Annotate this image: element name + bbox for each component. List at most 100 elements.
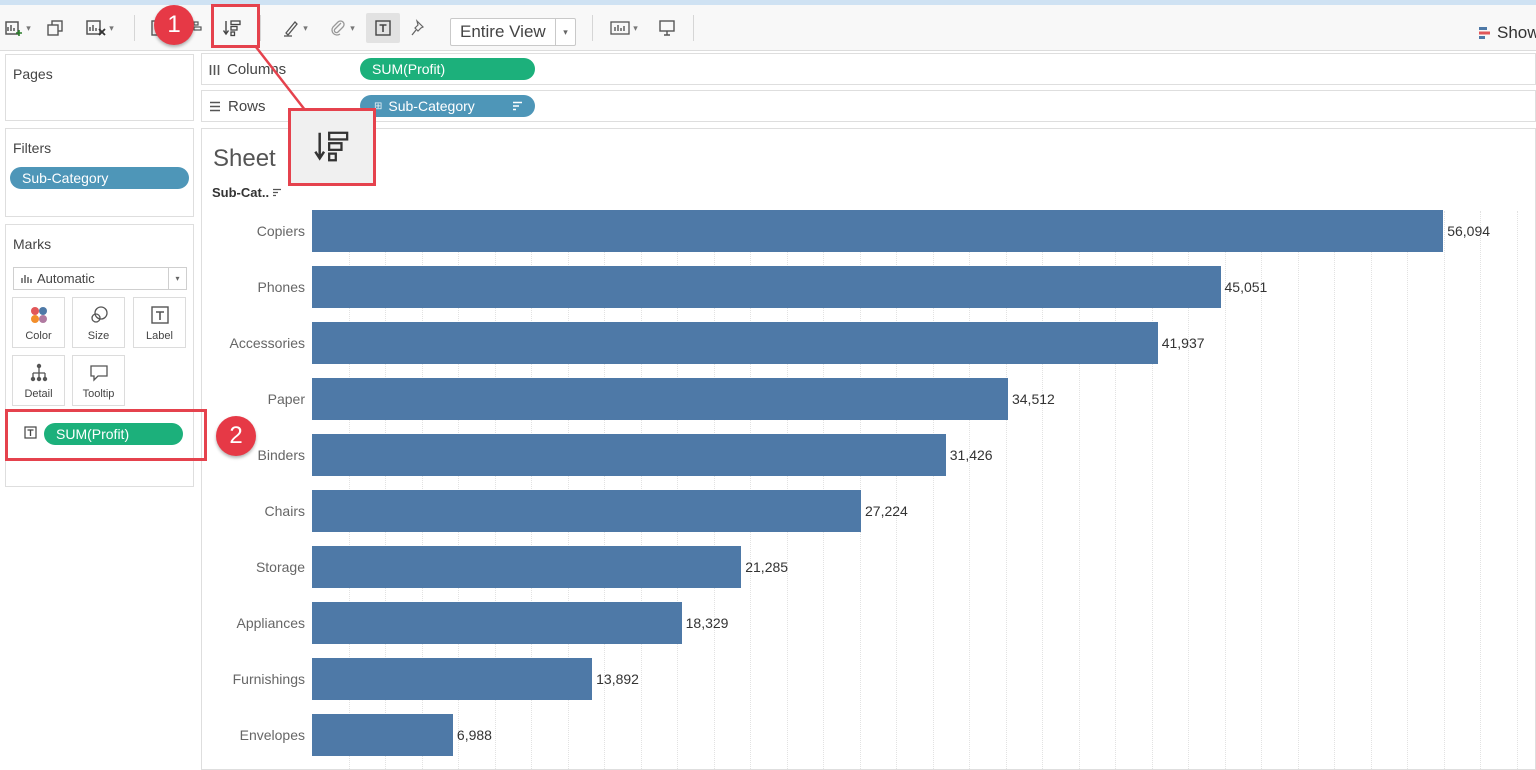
bar-mark[interactable]	[312, 210, 1444, 252]
gridline	[1407, 211, 1408, 770]
pages-title: Pages	[13, 66, 53, 82]
chevron-down-icon: ▾	[633, 22, 638, 33]
chevron-down-icon: ▾	[109, 22, 114, 33]
bar-mark[interactable]	[312, 602, 682, 644]
marks-detail-button[interactable]: Detail	[12, 355, 65, 406]
gridline	[932, 211, 934, 770]
gridline	[1078, 211, 1080, 770]
pin-icon	[411, 19, 425, 36]
bar-mark[interactable]	[312, 658, 593, 700]
columns-pill-sum-profit[interactable]: SUM(Profit)	[360, 58, 535, 80]
bar-mark[interactable]	[312, 266, 1221, 308]
view-canvas[interactable]: Sheet Sub-Cat.. Copiers 56,094 Phones 45,05…	[201, 128, 1536, 770]
category-label[interactable]: Paper	[267, 391, 305, 407]
cards-icon	[610, 21, 630, 35]
category-label[interactable]: Copiers	[256, 223, 305, 239]
speech-bubble-icon	[89, 365, 108, 382]
sort-indicator-icon	[273, 188, 282, 197]
duplicate-icon	[47, 20, 63, 36]
bar-mark[interactable]	[312, 546, 742, 588]
gridline	[1480, 211, 1481, 770]
value-label: 21,285	[745, 559, 789, 575]
fix-axes-button[interactable]	[406, 13, 432, 43]
sort-descending-button[interactable]	[217, 13, 247, 43]
marks-tooltip-button[interactable]: Tooltip	[72, 355, 125, 406]
gridline	[1042, 211, 1043, 770]
chevron-down-icon: ▾	[168, 268, 186, 289]
dimension-icon: ⊞	[374, 100, 383, 112]
bar-mark[interactable]	[312, 322, 1158, 364]
value-label: 31,426	[949, 447, 993, 463]
marks-title: Marks	[13, 236, 52, 252]
category-label[interactable]: Phones	[257, 279, 305, 295]
text-label-icon	[375, 20, 391, 36]
row-header-sub-category[interactable]: Sub-Cat..	[212, 185, 282, 200]
marks-label-button[interactable]: Label	[133, 297, 186, 348]
highlight-box-sort-button	[211, 4, 260, 48]
marks-field-row[interactable]: SUM(Profit)	[6, 420, 195, 448]
show-mark-labels-button[interactable]	[366, 13, 400, 43]
sort-indicator-icon	[513, 101, 522, 111]
marks-color-button[interactable]: Color	[12, 297, 65, 348]
filter-pill-sub-category[interactable]: Sub-Category	[10, 167, 189, 189]
sheet-title: Sheet	[213, 145, 276, 172]
rows-icon	[210, 101, 220, 112]
show-me-button[interactable]: Show	[1478, 23, 1536, 43]
presentation-mode-button[interactable]	[654, 13, 680, 43]
bar-mark[interactable]	[312, 434, 946, 476]
toolbar: ▾ ▾ ▾ ▾	[0, 5, 1536, 51]
marks-size-button[interactable]: Size	[72, 297, 125, 348]
chevron-down-icon: ▾	[303, 22, 308, 33]
rows-pill-label: Sub-Category	[388, 98, 475, 114]
toolbar-divider	[592, 15, 593, 41]
columns-icon	[209, 64, 220, 75]
pages-card[interactable]: Pages	[5, 54, 194, 121]
columns-shelf[interactable]: Columns SUM(Profit)	[201, 53, 1536, 85]
new-worksheet-icon	[5, 21, 23, 36]
category-label[interactable]: Appliances	[236, 615, 306, 631]
gridline	[1188, 211, 1189, 770]
fit-view-dropdown[interactable]: Entire View ▾	[450, 18, 576, 46]
mark-type-dropdown[interactable]: Automatic ▾	[13, 267, 187, 290]
rows-label: Rows	[228, 98, 266, 115]
category-label[interactable]: Envelopes	[239, 727, 305, 743]
gridline	[1224, 211, 1226, 770]
rows-shelf[interactable]: Rows ⊞ Sub-Category	[201, 90, 1536, 122]
bar-mark[interactable]	[312, 490, 862, 532]
value-label: 45,051	[1224, 279, 1268, 295]
gridline	[1261, 211, 1262, 770]
step-badge-1: 1	[154, 5, 194, 45]
marks-card: Marks Automatic ▾ Color Size Label Detai…	[5, 224, 194, 487]
category-label[interactable]: Storage	[255, 559, 305, 575]
bar-chart-icon	[21, 275, 32, 283]
color-dots-icon	[30, 307, 47, 323]
marks-field-pill-sum-profit[interactable]: SUM(Profit)	[44, 423, 183, 445]
toolbar-divider	[693, 15, 694, 41]
marks-detail-label: Detail	[24, 388, 53, 400]
chevron-down-icon: ▾	[26, 22, 31, 33]
value-label: 27,224	[865, 503, 908, 519]
clear-sheet-button[interactable]: ▾	[80, 13, 120, 43]
paperclip-icon	[331, 20, 345, 36]
rows-shelf-header: Rows	[209, 98, 266, 115]
marks-size-label: Size	[87, 330, 110, 342]
group-members-button[interactable]: ▾	[322, 13, 362, 43]
rows-pill-sub-category[interactable]: ⊞ Sub-Category	[360, 95, 535, 117]
category-label[interactable]: Chairs	[264, 503, 305, 519]
highlight-button[interactable]: ▾	[275, 13, 315, 43]
category-label[interactable]: Accessories	[229, 335, 305, 351]
chevron-down-icon: ▾	[555, 19, 575, 45]
bar-mark[interactable]	[312, 714, 453, 756]
filters-card[interactable]: Filters Sub-Category	[5, 128, 194, 217]
gridline	[1370, 211, 1372, 770]
new-worksheet-button[interactable]: ▾	[0, 13, 36, 43]
category-label[interactable]: Furnishings	[232, 671, 305, 687]
bar-mark[interactable]	[312, 378, 1008, 420]
duplicate-sheet-button[interactable]	[44, 13, 66, 43]
show-cards-button[interactable]: ▾	[603, 13, 645, 43]
show-me-icon	[1479, 27, 1490, 39]
sort-descending-icon	[222, 20, 241, 37]
category-label[interactable]: Binders	[257, 447, 305, 463]
